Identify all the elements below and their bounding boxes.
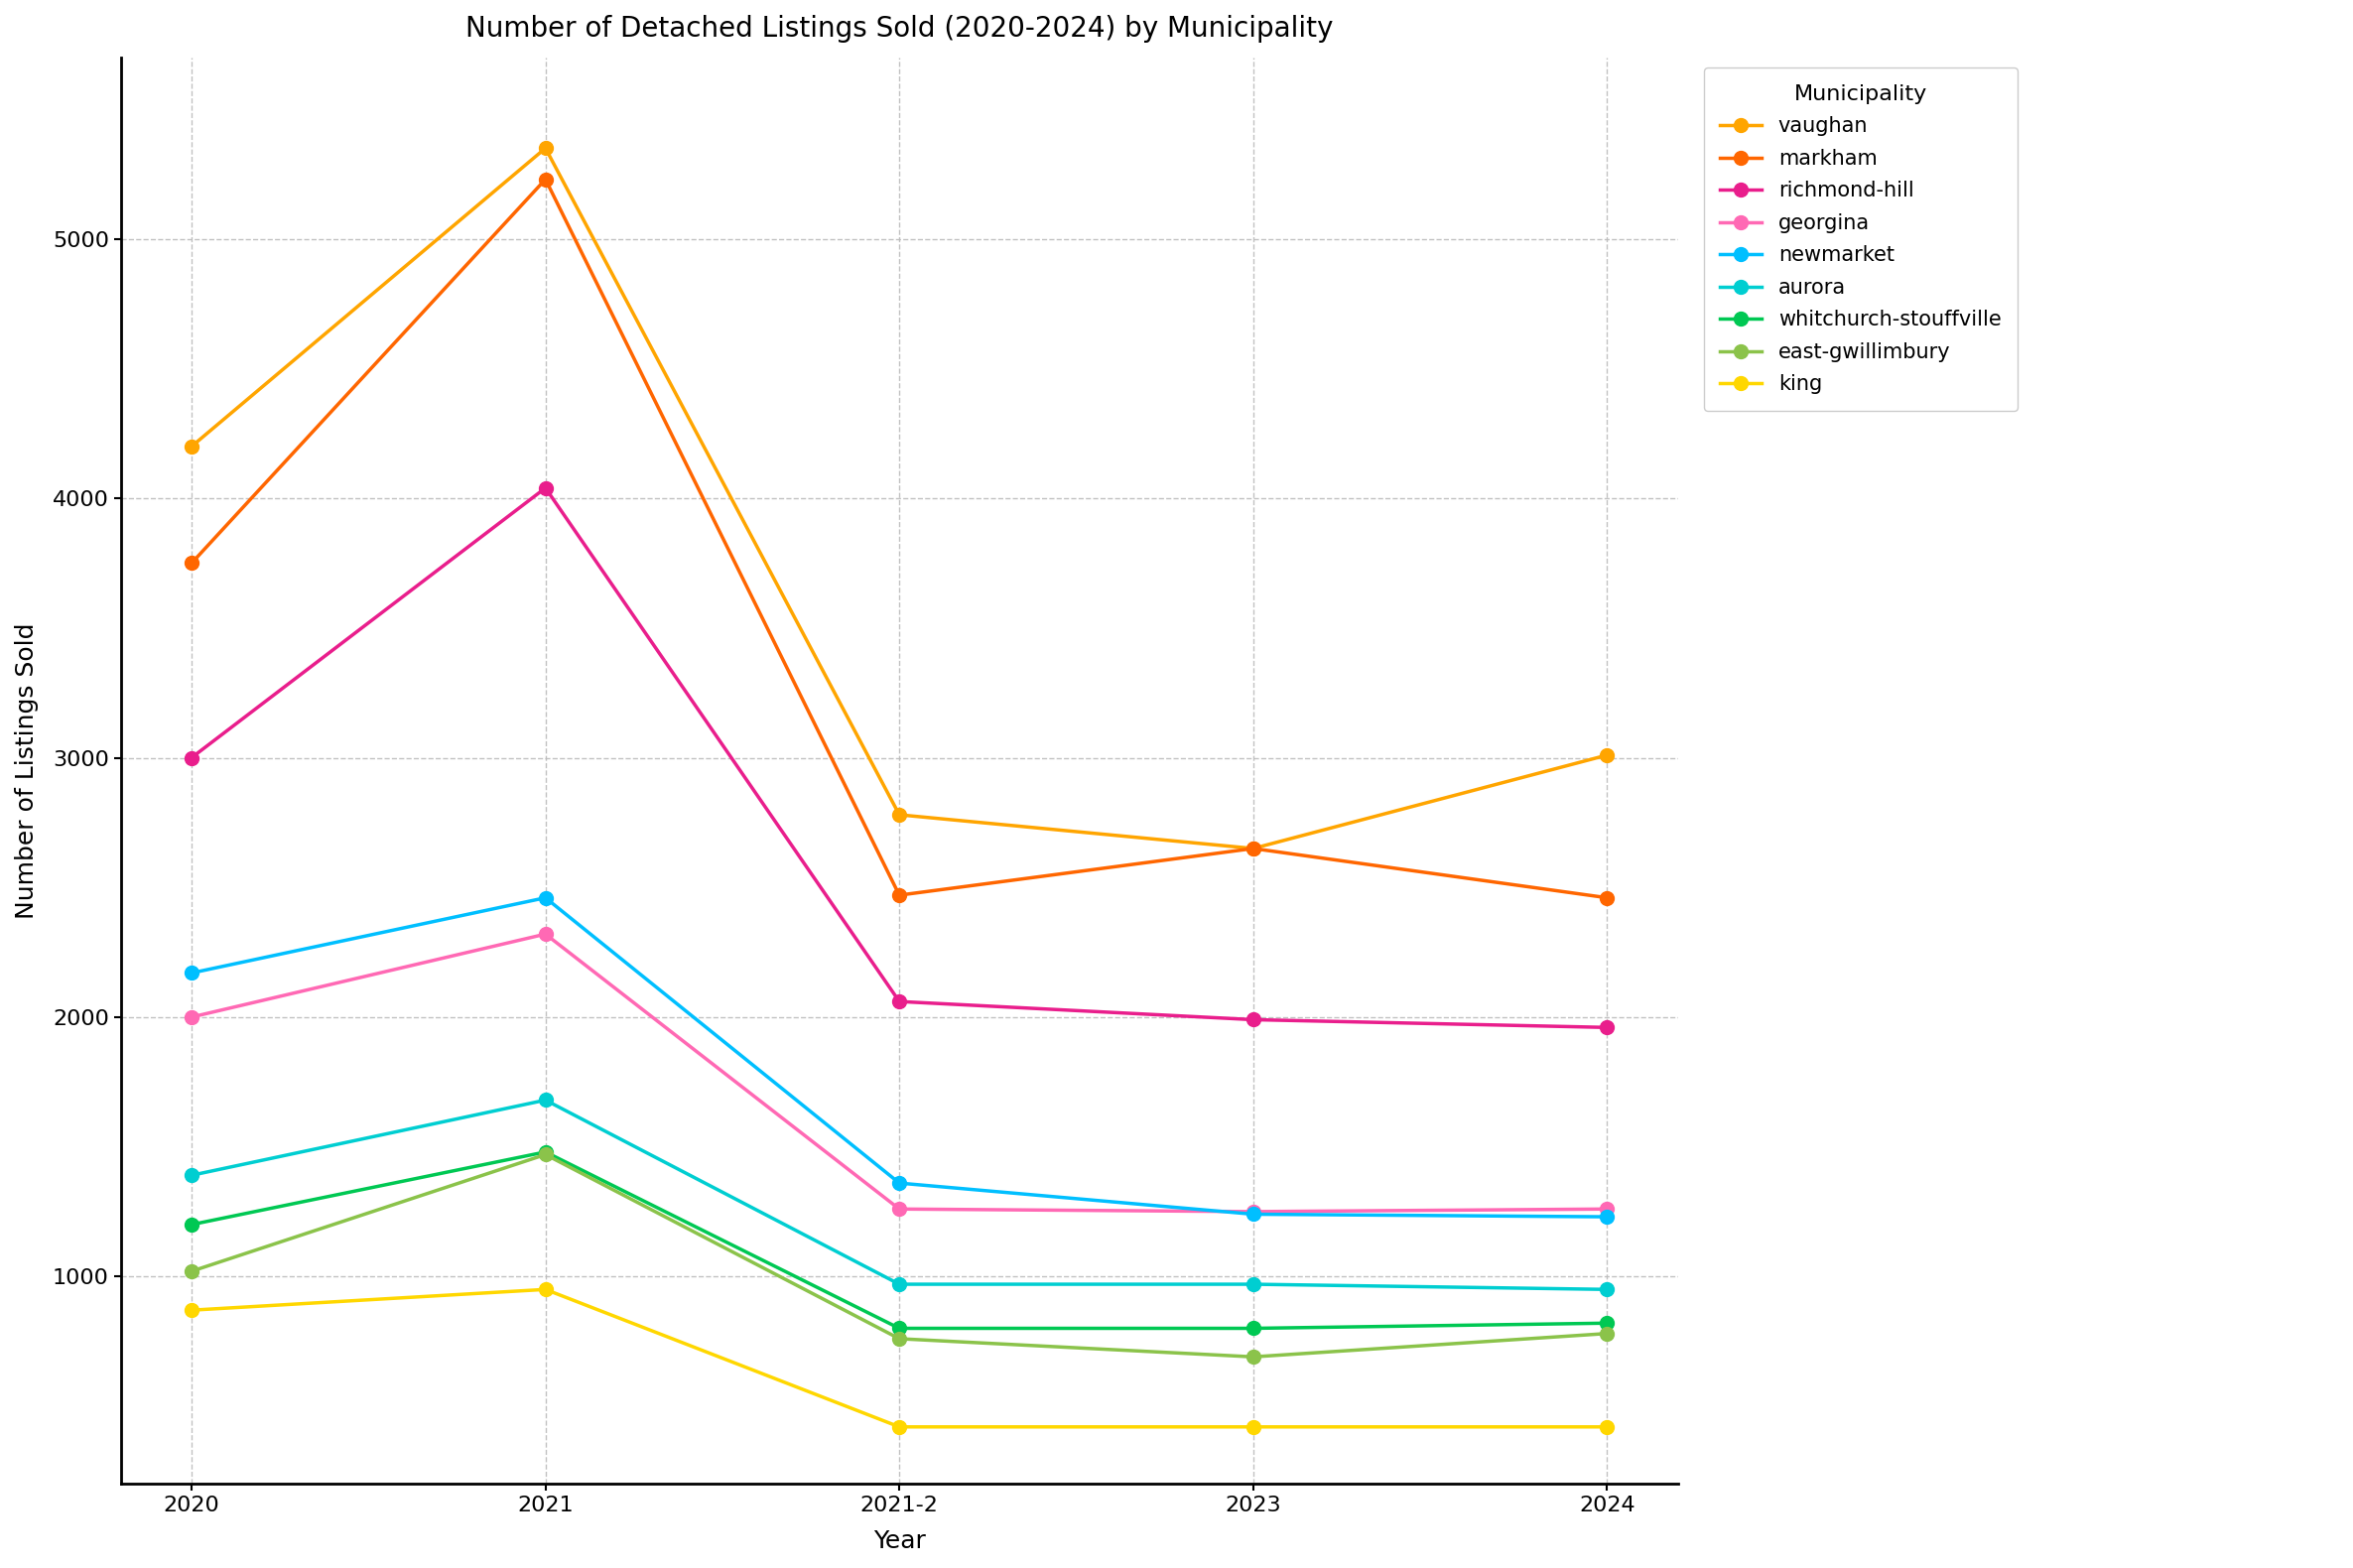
east-gwillimbury xyxy=(532,1145,560,1163)
Line: georgina: georgina xyxy=(184,927,1614,1218)
east-gwillimbury xyxy=(176,1262,205,1281)
georgina xyxy=(532,925,560,944)
vaughan xyxy=(1593,746,1621,765)
Line: markham: markham xyxy=(184,172,1614,905)
Title: Number of Detached Listings Sold (2020-2024) by Municipality: Number of Detached Listings Sold (2020-2… xyxy=(466,14,1334,42)
Line: king: king xyxy=(184,1283,1614,1433)
vaughan xyxy=(532,138,560,157)
aurora xyxy=(176,1167,205,1185)
markham xyxy=(532,169,560,188)
newmarket xyxy=(176,964,205,983)
richmond-hill xyxy=(532,478,560,497)
aurora xyxy=(1240,1275,1268,1294)
newmarket xyxy=(1593,1207,1621,1226)
Line: east-gwillimbury: east-gwillimbury xyxy=(184,1148,1614,1364)
georgina xyxy=(1240,1203,1268,1221)
markham xyxy=(885,886,913,905)
Legend: vaughan, markham, richmond-hill, georgina, newmarket, aurora, whitchurch-stouffv: vaughan, markham, richmond-hill, georgin… xyxy=(1704,67,2019,411)
aurora xyxy=(1593,1279,1621,1298)
king xyxy=(532,1279,560,1298)
richmond-hill xyxy=(1240,1010,1268,1029)
east-gwillimbury xyxy=(1240,1347,1268,1366)
vaughan xyxy=(176,437,205,456)
whitchurch-stouffville xyxy=(885,1319,913,1338)
georgina xyxy=(885,1200,913,1218)
whitchurch-stouffville xyxy=(1593,1314,1621,1333)
king xyxy=(885,1417,913,1436)
vaughan xyxy=(1240,839,1268,858)
aurora xyxy=(532,1091,560,1110)
Line: richmond-hill: richmond-hill xyxy=(184,481,1614,1035)
whitchurch-stouffville xyxy=(176,1215,205,1234)
richmond-hill xyxy=(176,748,205,767)
Line: vaughan: vaughan xyxy=(184,141,1614,856)
east-gwillimbury xyxy=(1593,1323,1621,1342)
king xyxy=(176,1301,205,1320)
Line: aurora: aurora xyxy=(184,1093,1614,1297)
newmarket xyxy=(885,1174,913,1193)
georgina xyxy=(176,1008,205,1027)
markham xyxy=(1593,889,1621,908)
king xyxy=(1240,1417,1268,1436)
vaughan xyxy=(885,806,913,825)
whitchurch-stouffville xyxy=(1240,1319,1268,1338)
markham xyxy=(1240,839,1268,858)
richmond-hill xyxy=(885,993,913,1011)
georgina xyxy=(1593,1200,1621,1218)
newmarket xyxy=(532,889,560,908)
whitchurch-stouffville xyxy=(532,1143,560,1162)
richmond-hill xyxy=(1593,1018,1621,1036)
newmarket xyxy=(1240,1204,1268,1223)
markham xyxy=(176,554,205,572)
Line: whitchurch-stouffville: whitchurch-stouffville xyxy=(184,1145,1614,1336)
aurora xyxy=(885,1275,913,1294)
Line: newmarket: newmarket xyxy=(184,891,1614,1223)
Y-axis label: Number of Listings Sold: Number of Listings Sold xyxy=(14,622,38,919)
king xyxy=(1593,1417,1621,1436)
X-axis label: Year: Year xyxy=(873,1529,925,1554)
east-gwillimbury xyxy=(885,1330,913,1348)
